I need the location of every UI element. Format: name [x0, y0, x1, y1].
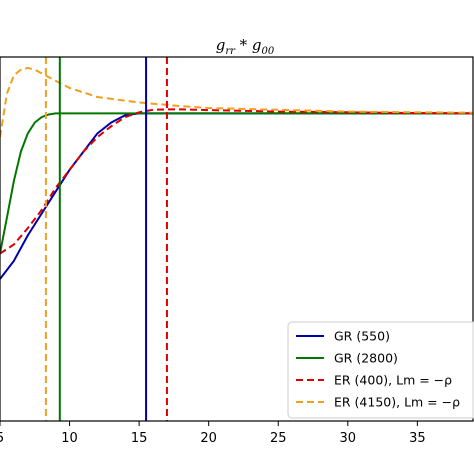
legend-box	[287, 321, 474, 419]
plot-frame	[0, 56, 474, 422]
series-line-4	[0, 66, 474, 138]
marker-layer	[44, 57, 168, 421]
x-tick-label: 10	[61, 431, 78, 446]
x-tick-label: 25	[270, 431, 287, 446]
legend-label: GR (550)	[334, 329, 390, 344]
legend: GR (550) GR (2800) ER (400), Lm = −ρ ER (41…	[287, 321, 474, 419]
series-line-2	[0, 112, 473, 254]
title-part: * g	[235, 36, 262, 54]
x-tick-label: 35	[409, 431, 426, 446]
title-sub: rr	[225, 46, 236, 57]
x-tick-label: 15	[131, 431, 148, 446]
x-tick-label: 30	[340, 431, 357, 446]
chart-title: grr * g00	[216, 36, 275, 57]
legend-label: ER (400), Lm = −ρ	[334, 373, 452, 388]
series-layer	[0, 66, 474, 280]
series-line-3	[0, 108, 474, 255]
legend-label: GR (2800)	[334, 351, 398, 366]
x-axis: 5 10 15 20 25 30 35	[0, 421, 426, 446]
title-part: g	[216, 36, 226, 54]
x-tick-label: 20	[200, 431, 217, 446]
legend-label: ER (4150), Lm = −ρ	[334, 395, 460, 410]
x-tick-label: 5	[0, 431, 4, 446]
title-sub: 00	[262, 46, 275, 57]
